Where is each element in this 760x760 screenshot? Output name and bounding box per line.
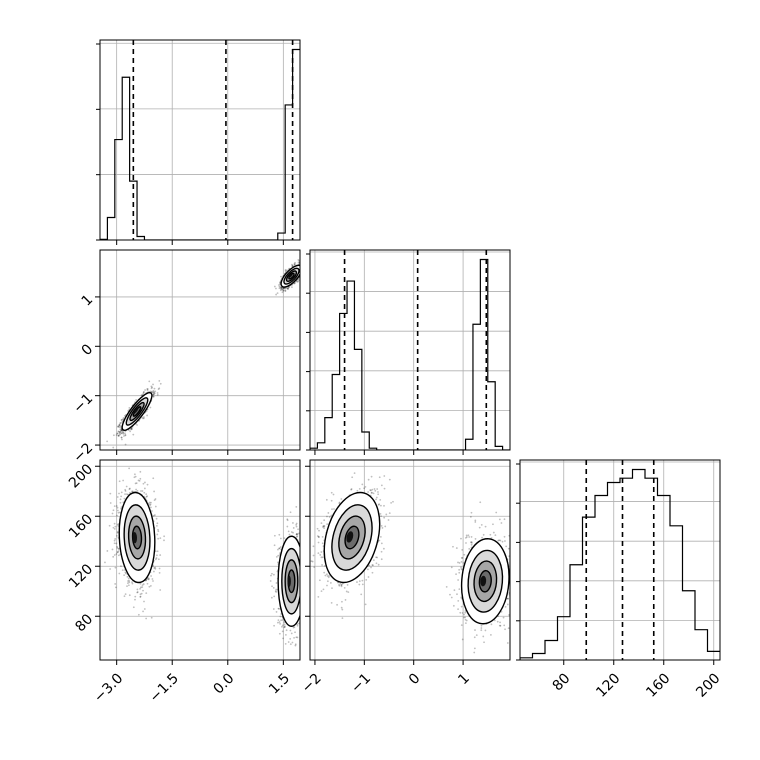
density-contours [121, 392, 153, 431]
x-tick-label: 120 [593, 670, 623, 700]
y-tick-label: 120 [66, 561, 96, 591]
x-tick-label: −1.5 [147, 670, 182, 705]
y-tick-label: 80 [72, 611, 96, 635]
y-tick-label: −1 [70, 391, 96, 417]
density-peak [480, 575, 487, 587]
x-tick-label: 0 [406, 670, 424, 688]
density-peak [132, 531, 138, 544]
x-tick-label: 80 [550, 670, 574, 694]
hist-panel-p2: 80 120 160 200 [516, 459, 724, 701]
density-contours [460, 538, 510, 625]
density-peak [134, 408, 139, 414]
y-tick-label: 160 [66, 511, 96, 541]
x-tick-label: 0.0 [210, 670, 237, 697]
x-tick-label: −1 [348, 670, 374, 696]
density-contours [323, 491, 381, 584]
x-tick-label: 200 [693, 670, 723, 700]
hist-panel-p1 [306, 249, 511, 455]
panel-frame [99, 459, 301, 661]
density-peak [287, 575, 291, 587]
x-tick-label: 160 [643, 670, 673, 700]
hist-panel-p0 [96, 39, 301, 245]
panel-frame [519, 459, 721, 661]
histogram-p2 [520, 468, 720, 660]
density-contours [118, 491, 156, 584]
density-panel-p1-p2: −2 −1 0 1 [299, 459, 511, 696]
density-panel-p0-p1: −2−101 [70, 249, 301, 466]
panel-frame [99, 249, 301, 451]
y-tick-label: 0 [79, 341, 97, 359]
x-tick-label: 1.5 [266, 670, 293, 697]
density-peak [289, 274, 293, 278]
panel-frame [99, 39, 301, 241]
x-tick-label: 1 [455, 670, 473, 688]
y-tick-label: 1 [79, 292, 97, 310]
panel-frame [309, 249, 511, 451]
panel-frame [309, 459, 511, 661]
density-contours [280, 264, 300, 288]
histogram-p0 [100, 48, 300, 240]
y-tick-label: 200 [66, 461, 96, 491]
x-tick-label: −2 [299, 670, 325, 696]
histogram-p1 [310, 258, 510, 450]
density-contours [277, 535, 300, 627]
density-panel-p0-p2: −3.0 −1.5 0.0 1.5 80 120 160 200 [66, 459, 301, 706]
x-tick-label: −3.0 [91, 670, 126, 705]
density-peak [346, 531, 354, 543]
